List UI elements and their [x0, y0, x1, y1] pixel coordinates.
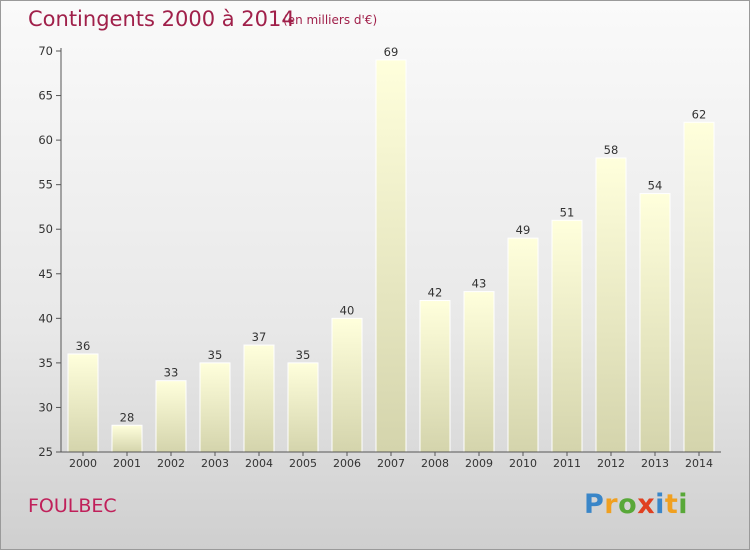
bars: 36 28 33 35 37 35 40 69 42 43 49 51 58 54 62	[67, 45, 715, 453]
bar-2000	[67, 353, 99, 453]
y-tick-label: 50	[38, 222, 53, 236]
x-tick-label: 2003	[201, 457, 229, 470]
bar-value-label: 36	[76, 339, 91, 353]
bar-2011	[551, 219, 583, 453]
bar-value-label: 33	[164, 366, 179, 380]
x-tick-label: 2000	[69, 457, 97, 470]
y-tick-label: 55	[38, 178, 53, 192]
x-tick-label: 2012	[597, 457, 625, 470]
bar-value-label: 51	[560, 205, 575, 219]
bar-value-label: 43	[472, 277, 487, 291]
y-tick-label: 60	[38, 133, 53, 147]
logo-letter: o	[618, 489, 638, 520]
chart-subtitle: (en milliers d'€)	[283, 13, 378, 27]
bar-value-label: 58	[604, 143, 619, 157]
y-tick-label: 30	[38, 400, 53, 414]
y-tick-label: 70	[38, 44, 53, 58]
x-tick-label: 2001	[113, 457, 141, 470]
x-tick-label: 2010	[509, 457, 537, 470]
x-tick-label: 2007	[377, 457, 405, 470]
bar-2007	[375, 59, 407, 453]
y-tick-label: 45	[38, 267, 53, 281]
x-tick-label: 2006	[333, 457, 361, 470]
x-tick-label: 2014	[685, 457, 713, 470]
logo-letter: x	[637, 489, 656, 520]
bar-2002	[155, 380, 187, 453]
x-tick-label: 2011	[553, 457, 581, 470]
proxiti-logo[interactable]: Proxiti	[584, 489, 688, 520]
bar-value-label: 69	[384, 45, 399, 59]
bar-2014	[683, 121, 715, 453]
bar-2012	[595, 157, 627, 453]
bar-2004	[243, 344, 275, 453]
bar-value-label: 54	[648, 179, 663, 193]
logo-letter: i	[655, 489, 665, 520]
x-tick-label: 2002	[157, 457, 185, 470]
bar-value-label: 49	[516, 223, 531, 237]
x-tick-label: 2005	[289, 457, 317, 470]
logo-letter: P	[584, 489, 605, 520]
y-axis: 25 30 35 40 45 50 55 60 65 70	[38, 44, 62, 459]
bar-2006	[331, 317, 363, 453]
bar-value-label: 35	[208, 348, 223, 362]
y-tick-label: 40	[38, 311, 53, 325]
bar-value-label: 37	[252, 330, 267, 344]
chart-title: Contingents 2000 à 2014	[28, 7, 295, 31]
bar-value-label: 62	[692, 107, 707, 121]
bar-2005	[287, 362, 319, 453]
bar-2013	[639, 193, 671, 453]
y-tick-label: 35	[38, 356, 53, 370]
bar-2008	[419, 300, 451, 453]
bar-value-label: 42	[428, 286, 443, 300]
bar-2010	[507, 237, 539, 453]
bar-2001	[111, 424, 143, 453]
logo-letter: i	[678, 489, 689, 520]
bar-2003	[199, 362, 231, 453]
logo-letter: r	[604, 489, 619, 520]
bar-value-label: 40	[340, 303, 355, 317]
logo-letter: t	[664, 489, 679, 520]
bar-value-label: 35	[296, 348, 311, 362]
x-tick-label: 2013	[641, 457, 669, 470]
commune-name: FOULBEC	[28, 495, 117, 517]
bar-2009	[463, 291, 495, 453]
x-tick-label: 2004	[245, 457, 273, 470]
x-tick-label: 2008	[421, 457, 449, 470]
y-tick-label: 25	[38, 445, 53, 459]
x-axis: 2000 2001 2002 2003 2004 2005 2006 2007 2008 2009…	[61, 451, 721, 470]
bar-value-label: 28	[120, 410, 135, 424]
x-tick-label: 2009	[465, 457, 493, 470]
y-tick-label: 65	[38, 89, 53, 103]
